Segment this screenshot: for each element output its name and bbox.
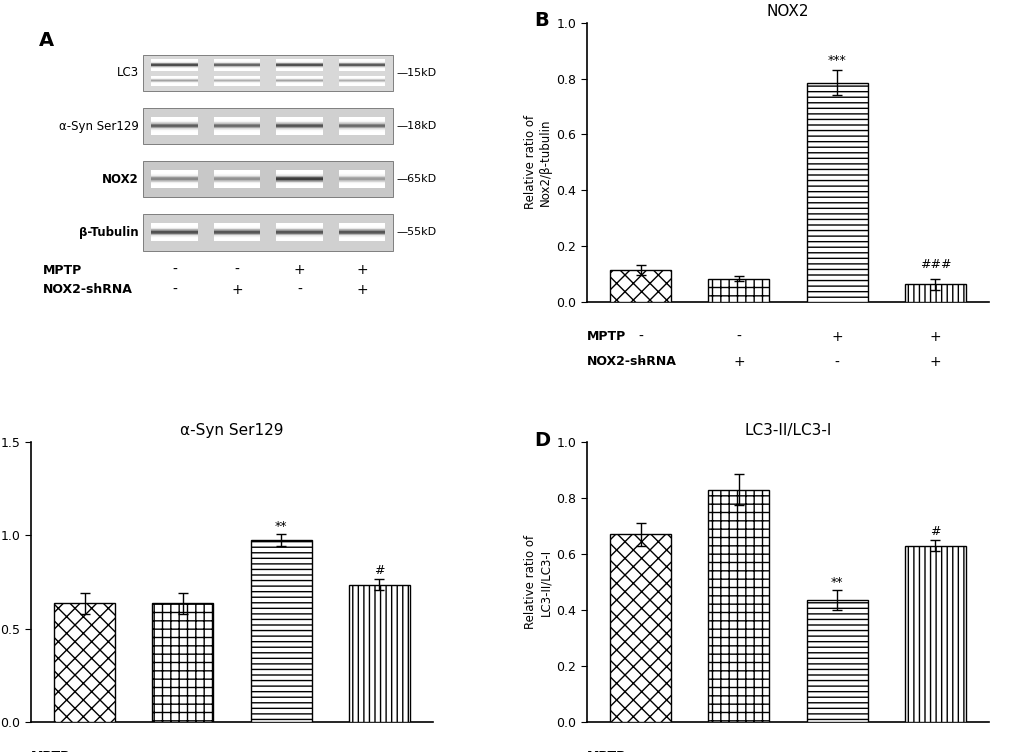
Text: B: B (534, 11, 548, 30)
Text: -: - (297, 283, 302, 297)
Text: +: + (830, 750, 842, 752)
Text: ###: ### (919, 258, 950, 271)
Bar (152, 604, 213, 722)
Text: NOX2-shRNA: NOX2-shRNA (43, 284, 132, 296)
Bar (707, 490, 768, 722)
Title: LC3-II/LC3-I: LC3-II/LC3-I (744, 423, 830, 438)
Text: NOX2: NOX2 (102, 173, 139, 186)
Text: +: + (928, 750, 941, 752)
Bar (609, 535, 671, 722)
Bar (806, 600, 867, 722)
Text: +: + (356, 283, 368, 297)
Title: α-Syn Ser129: α-Syn Ser129 (180, 423, 283, 438)
Text: MPTP: MPTP (586, 330, 626, 343)
Bar (251, 540, 312, 722)
Text: β-Tubulin: β-Tubulin (78, 226, 139, 239)
Text: +: + (293, 263, 305, 277)
Bar (144, 161, 392, 197)
Text: LC3: LC3 (116, 66, 139, 80)
Text: MPTP: MPTP (31, 750, 69, 752)
Title: NOX2: NOX2 (766, 4, 808, 19)
Text: +: + (928, 330, 941, 344)
Text: A: A (39, 31, 54, 50)
Text: +: + (830, 330, 842, 344)
Text: -: - (638, 356, 642, 369)
Bar (806, 83, 867, 302)
Bar (144, 108, 392, 144)
Text: D: D (534, 431, 550, 450)
Text: —65kD: —65kD (396, 174, 436, 184)
Text: —55kD: —55kD (396, 227, 436, 238)
Y-axis label: Relative ratio of
LC3-II/LC3-I: Relative ratio of LC3-II/LC3-I (524, 535, 551, 629)
Text: ***: *** (826, 54, 846, 68)
Text: #: # (929, 525, 940, 538)
Text: +: + (275, 750, 286, 752)
Text: +: + (928, 356, 941, 369)
Bar (144, 214, 392, 250)
Text: -: - (234, 263, 239, 277)
Text: +: + (373, 750, 385, 752)
Text: -: - (180, 750, 185, 752)
Bar (348, 585, 410, 722)
Text: -: - (834, 356, 839, 369)
Text: +: + (356, 263, 368, 277)
Text: -: - (736, 330, 741, 344)
Y-axis label: Relative ratio of
Nox2/β-tubulin: Relative ratio of Nox2/β-tubulin (524, 115, 551, 210)
Text: #: # (374, 565, 384, 578)
Text: -: - (736, 750, 741, 752)
Bar (904, 546, 965, 722)
Text: +: + (733, 356, 744, 369)
Bar (707, 278, 768, 302)
Bar (144, 55, 392, 91)
Bar (904, 284, 965, 302)
Bar (54, 604, 115, 722)
Text: -: - (638, 750, 642, 752)
Bar (609, 270, 671, 302)
Text: NOX2-shRNA: NOX2-shRNA (586, 356, 676, 368)
Text: +: + (231, 283, 243, 297)
Text: -: - (638, 330, 642, 344)
Text: -: - (172, 283, 177, 297)
Text: —15kD: —15kD (396, 68, 436, 78)
Text: α-Syn Ser129: α-Syn Ser129 (59, 120, 139, 132)
Text: MPTP: MPTP (586, 750, 626, 752)
Text: **: ** (275, 520, 287, 533)
Text: MPTP: MPTP (43, 264, 82, 277)
Text: -: - (83, 750, 87, 752)
Text: **: ** (830, 576, 843, 589)
Text: —18kD: —18kD (396, 121, 436, 131)
Text: -: - (172, 263, 177, 277)
